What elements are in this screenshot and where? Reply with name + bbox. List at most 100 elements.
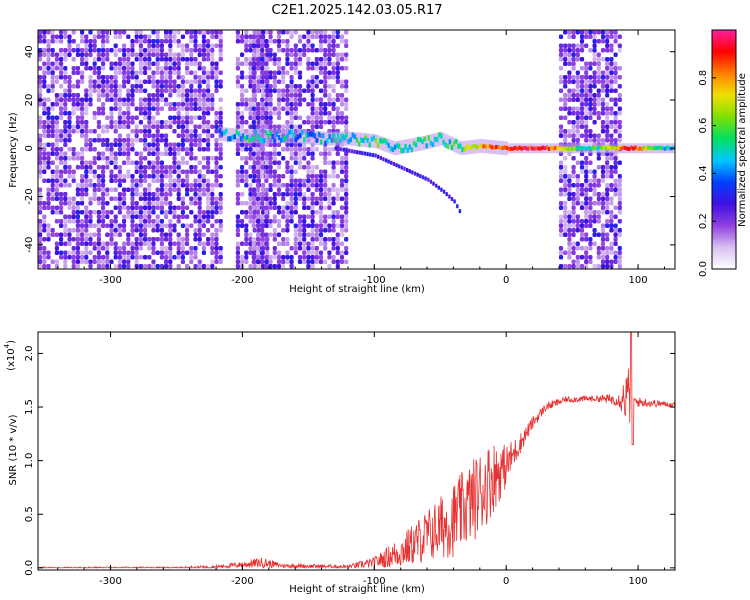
noise-cell xyxy=(206,138,211,143)
signal-core xyxy=(305,132,308,138)
noise-cell xyxy=(164,97,169,102)
signal-halo xyxy=(455,138,458,153)
noise-cell xyxy=(151,124,156,129)
noise-cell xyxy=(306,66,311,71)
noise-cell xyxy=(101,52,106,57)
noise-cell xyxy=(80,75,85,80)
noise-cell xyxy=(210,237,215,242)
noise-cell xyxy=(272,232,277,237)
noise-cell xyxy=(240,210,245,215)
noise-cell xyxy=(164,30,169,35)
noise-cell xyxy=(567,93,572,98)
noise-cell xyxy=(248,66,253,71)
noise-cell xyxy=(600,255,606,260)
noise-cell xyxy=(71,169,76,174)
noise-cell xyxy=(54,138,59,143)
noise-cell xyxy=(244,250,249,255)
signal-halo xyxy=(410,138,413,153)
noise-cell xyxy=(113,30,118,35)
noise-cell xyxy=(285,223,290,228)
signal-core xyxy=(636,147,639,151)
noise-cell xyxy=(210,30,215,35)
noise-cell xyxy=(339,39,345,44)
noise-cell xyxy=(327,52,332,57)
noise-cell xyxy=(75,52,80,57)
noise-cell xyxy=(558,246,564,251)
noise-cell xyxy=(276,255,282,260)
noise-cell xyxy=(197,106,202,111)
noise-cell xyxy=(185,129,190,134)
noise-cell xyxy=(201,111,206,116)
noise-cell xyxy=(134,205,139,210)
signal-core xyxy=(370,136,373,142)
noise-cell xyxy=(600,79,606,84)
noise-cell xyxy=(180,223,185,228)
noise-cell xyxy=(567,264,572,269)
signal-core xyxy=(218,128,222,134)
noise-cell xyxy=(59,210,64,215)
noise-cell xyxy=(605,219,610,224)
secondary-track-cell xyxy=(429,179,433,184)
noise-cell xyxy=(151,228,156,233)
noise-cell xyxy=(147,183,152,188)
noise-cell xyxy=(617,183,622,188)
noise-cell xyxy=(42,48,47,53)
signal-halo xyxy=(324,131,327,146)
noise-cell xyxy=(109,84,114,89)
noise-cell xyxy=(180,259,185,264)
noise-cell xyxy=(180,214,185,219)
noise-cell xyxy=(251,156,256,161)
noise-cell xyxy=(214,259,219,264)
noise-cell xyxy=(323,228,328,233)
noise-cell xyxy=(600,232,606,237)
noise-cell xyxy=(310,88,315,93)
noise-cell xyxy=(63,75,68,80)
noise-cell xyxy=(168,93,173,98)
noise-cell xyxy=(92,66,97,71)
noise-cell xyxy=(235,34,240,39)
noise-cell xyxy=(260,201,265,206)
noise-cell xyxy=(323,219,328,224)
noise-cell xyxy=(255,250,261,255)
noise-cell xyxy=(130,201,135,206)
noise-cell xyxy=(147,142,152,147)
noise-cell xyxy=(206,124,211,129)
noise-cell xyxy=(214,115,219,120)
noise-cell xyxy=(285,106,290,111)
noise-cell xyxy=(38,196,43,201)
noise-cell xyxy=(197,102,202,107)
noise-cell xyxy=(67,84,72,89)
noise-cell xyxy=(185,93,190,98)
noise-cell xyxy=(558,223,564,228)
noise-cell xyxy=(134,250,139,255)
noise-cell xyxy=(117,70,122,75)
noise-cell xyxy=(197,223,202,228)
noise-cell xyxy=(567,30,572,35)
noise-cell xyxy=(609,43,614,48)
noise-cell xyxy=(210,223,215,228)
noise-cell xyxy=(617,75,622,80)
noise-cell xyxy=(130,250,135,255)
noise-cell xyxy=(172,79,177,84)
noise-cell xyxy=(214,219,219,224)
noise-cell xyxy=(297,192,303,197)
noise-cell xyxy=(575,52,580,57)
signal-core xyxy=(488,144,492,149)
noise-cell xyxy=(130,255,135,260)
noise-cell xyxy=(84,111,89,116)
noise-cell xyxy=(113,79,118,84)
secondary-track-cell xyxy=(340,147,343,152)
noise-cell xyxy=(335,196,340,201)
noise-cell xyxy=(297,84,303,89)
noise-cell xyxy=(101,48,106,53)
signal-core xyxy=(320,139,323,145)
noise-cell xyxy=(251,39,256,44)
noise-cell xyxy=(306,214,311,219)
noise-cell xyxy=(126,147,131,152)
noise-cell xyxy=(302,48,307,53)
noise-cell xyxy=(272,228,277,233)
noise-cell xyxy=(584,34,589,39)
noise-cell xyxy=(197,264,202,269)
noise-cell xyxy=(339,160,345,165)
noise-cell xyxy=(609,57,614,62)
